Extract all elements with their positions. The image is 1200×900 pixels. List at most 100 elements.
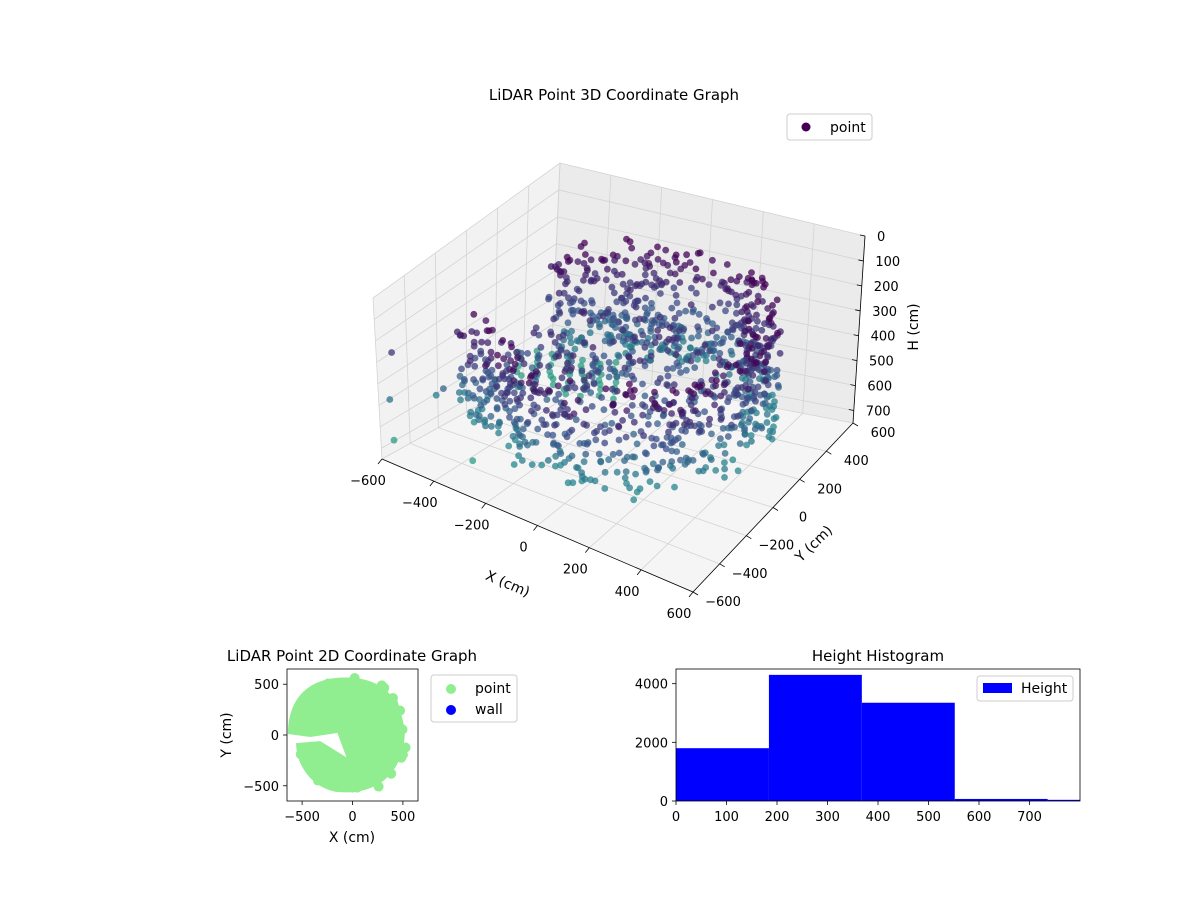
point-3d — [662, 278, 670, 286]
point-3d — [615, 333, 623, 340]
point-3d — [629, 358, 637, 366]
point-3d — [736, 367, 744, 375]
point-3d — [656, 346, 664, 353]
point-3d — [470, 394, 478, 402]
point-3d — [469, 457, 477, 465]
point-3d — [592, 436, 600, 444]
point-3d — [609, 450, 617, 458]
point-3d — [557, 450, 565, 457]
point-3d — [613, 298, 621, 306]
point-3d — [663, 381, 671, 388]
points-2d — [288, 672, 411, 793]
point-3d — [563, 349, 571, 357]
point-3d — [733, 277, 741, 285]
y-tick-label-hist: 4000 — [635, 678, 668, 693]
point-3d — [591, 477, 599, 485]
point-3d — [521, 438, 529, 446]
point-3d — [600, 406, 608, 414]
point-3d — [626, 484, 633, 492]
point-3d — [597, 458, 605, 466]
point-3d — [576, 440, 584, 447]
point-3d — [630, 430, 637, 438]
legend-2d-point-label: point — [475, 681, 511, 697]
point-3d — [627, 412, 635, 420]
point-3d — [592, 355, 599, 363]
point-3d — [562, 280, 569, 288]
tick-mark — [852, 422, 859, 427]
point-3d — [601, 485, 609, 492]
y-tick-label-2d: 0 — [271, 729, 279, 744]
point-3d — [659, 412, 667, 420]
point-3d — [671, 270, 679, 278]
point-3d — [569, 310, 577, 318]
point-3d — [601, 468, 609, 476]
x-tick-label-2d: 500 — [390, 810, 415, 825]
point-3d — [668, 410, 675, 417]
point-3d — [666, 401, 673, 408]
point-3d — [457, 396, 464, 404]
point-3d — [688, 334, 695, 342]
point-3d — [691, 407, 699, 414]
point-3d — [622, 468, 630, 475]
point-3d — [509, 432, 517, 440]
point-3d — [476, 385, 484, 393]
point-3d — [561, 399, 568, 407]
point-3d — [615, 436, 623, 444]
z-tick-label-3d: 100 — [875, 255, 900, 270]
point-3d — [549, 411, 556, 419]
point-3d — [599, 312, 607, 320]
point-3d — [386, 396, 394, 403]
point-3d — [774, 382, 782, 389]
point-3d — [632, 470, 639, 478]
point-3d — [604, 308, 612, 316]
tick-mark — [746, 535, 752, 540]
point-3d — [705, 421, 713, 428]
point-3d — [511, 405, 519, 413]
point-3d — [496, 419, 503, 427]
point-3d — [574, 396, 582, 404]
point-3d — [760, 283, 767, 291]
point-3d — [743, 308, 751, 315]
point-3d — [669, 421, 677, 429]
point-3d — [550, 315, 558, 323]
point-3d — [732, 361, 740, 369]
point-3d — [458, 365, 465, 373]
histogram-bar — [768, 674, 862, 801]
point-3d — [764, 305, 772, 312]
point-3d — [721, 474, 728, 481]
point-3d — [622, 257, 630, 265]
tick-mark — [772, 507, 779, 511]
point-3d — [692, 289, 700, 297]
tick-mark — [799, 478, 805, 483]
ticks-2d: −500 0 500 −500 0 500 — [243, 678, 415, 825]
point-3d — [543, 407, 550, 414]
point-3d — [613, 468, 621, 476]
point-3d — [568, 426, 576, 434]
x-tick-label-hist: 600 — [967, 810, 992, 825]
point-3d — [612, 379, 620, 386]
point-3d — [580, 385, 587, 392]
x-axis-label-3d: X (cm) — [483, 568, 532, 601]
legend-3d-marker — [801, 122, 811, 132]
point-3d — [482, 388, 490, 395]
point-3d — [527, 394, 535, 402]
point-3d — [742, 290, 750, 298]
point-3d — [691, 381, 699, 389]
point-3d — [758, 424, 766, 432]
point-3d — [610, 289, 618, 297]
point-3d — [555, 289, 563, 297]
point-3d — [615, 318, 623, 326]
point-3d — [515, 430, 523, 438]
point-3d — [702, 390, 710, 398]
point-2d — [378, 682, 389, 693]
point-3d — [688, 284, 695, 292]
point-3d — [622, 314, 630, 322]
point-3d — [513, 348, 520, 356]
z-tick-label-3d: 200 — [874, 280, 899, 295]
point-3d — [763, 419, 771, 426]
point-3d — [647, 249, 655, 257]
point-3d — [568, 452, 576, 460]
point-3d — [710, 354, 718, 362]
point-3d — [694, 349, 702, 357]
chart-3d-title: LiDAR Point 3D Coordinate Graph — [489, 86, 739, 104]
